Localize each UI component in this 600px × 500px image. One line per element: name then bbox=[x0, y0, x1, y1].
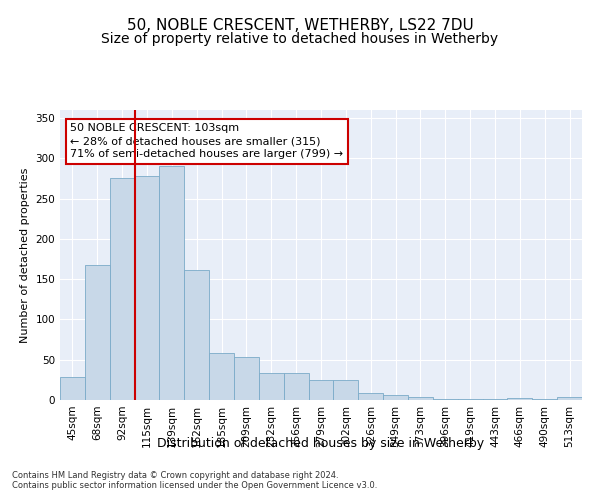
Bar bbox=[160, 166, 184, 400]
Bar bbox=[508, 398, 532, 400]
Text: Size of property relative to detached houses in Wetherby: Size of property relative to detached ho… bbox=[101, 32, 499, 46]
Bar bbox=[532, 399, 557, 400]
Text: Contains public sector information licensed under the Open Government Licence v3: Contains public sector information licen… bbox=[12, 481, 377, 490]
Bar bbox=[334, 380, 358, 400]
Y-axis label: Number of detached properties: Number of detached properties bbox=[20, 168, 30, 342]
Bar bbox=[408, 397, 433, 400]
Bar bbox=[308, 380, 334, 400]
Text: 50 NOBLE CRESCENT: 103sqm
← 28% of detached houses are smaller (315)
71% of semi: 50 NOBLE CRESCENT: 103sqm ← 28% of detac… bbox=[70, 123, 344, 160]
Text: 50, NOBLE CRESCENT, WETHERBY, LS22 7DU: 50, NOBLE CRESCENT, WETHERBY, LS22 7DU bbox=[127, 18, 473, 32]
Bar bbox=[85, 264, 110, 400]
Bar bbox=[110, 178, 134, 400]
Bar bbox=[234, 356, 259, 400]
Bar bbox=[60, 376, 85, 400]
Bar bbox=[383, 395, 408, 400]
Bar bbox=[557, 397, 582, 400]
Bar bbox=[209, 354, 234, 400]
Bar bbox=[184, 270, 209, 400]
Bar bbox=[482, 399, 508, 400]
Bar bbox=[433, 399, 458, 400]
Text: Contains HM Land Registry data © Crown copyright and database right 2024.: Contains HM Land Registry data © Crown c… bbox=[12, 471, 338, 480]
Bar bbox=[134, 176, 160, 400]
Bar bbox=[284, 374, 308, 400]
Bar bbox=[259, 374, 284, 400]
Text: Distribution of detached houses by size in Wetherby: Distribution of detached houses by size … bbox=[157, 438, 485, 450]
Bar bbox=[358, 393, 383, 400]
Bar bbox=[458, 399, 482, 400]
